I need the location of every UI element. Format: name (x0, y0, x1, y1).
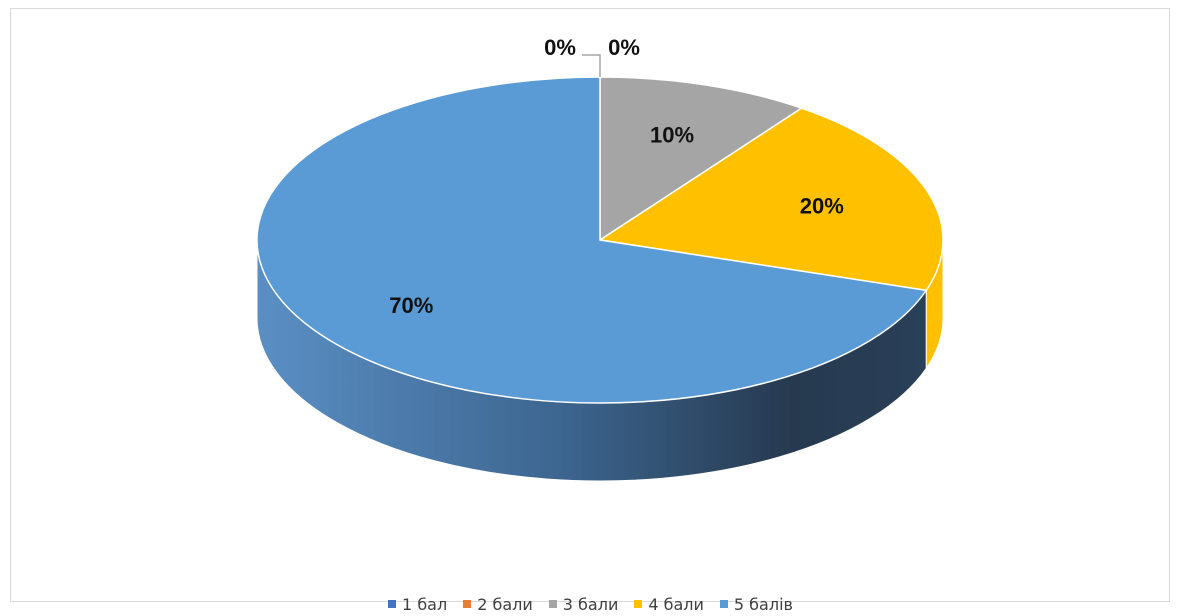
legend-swatch (388, 600, 397, 608)
legend-label: 2 бали (477, 594, 533, 614)
leader-line-zero (582, 54, 601, 77)
data-label-4-бали: 20% (800, 194, 844, 219)
legend-swatch (463, 600, 472, 608)
data-label-2-бали: 0% (608, 35, 640, 60)
legend-swatch (634, 600, 643, 608)
pie-slice-5-балів (256, 76, 928, 404)
legend-item-2-бали: 2 бали (463, 595, 533, 614)
legend-swatch (719, 600, 728, 608)
legend-item-5-балів: 5 балів (719, 594, 793, 614)
legend-item-3-бали: 3 бали (548, 594, 619, 614)
data-label-5-балів: 70% (389, 293, 433, 318)
legend-swatch (548, 600, 557, 608)
pie-slice-3-бали (599, 76, 804, 242)
legend-label: 5 балів (733, 594, 793, 614)
legend-label: 1 бал (402, 594, 448, 614)
legend-label: 4 бали (648, 594, 704, 614)
pie-slice-4-бали (597, 107, 944, 292)
pie-chart: 0% 0% 10% 20% 70% (256, 35, 944, 482)
data-label-3-бали: 10% (650, 123, 694, 148)
pie-top-layer (256, 76, 944, 404)
data-label-1-бал: 0% (544, 35, 576, 60)
data-labels: 0% 0% 10% 20% 70% (389, 35, 844, 318)
legend-label: 3 бали (562, 594, 619, 614)
legend-item-1-бал: 1 бал (388, 595, 447, 614)
pie-depth-layer (256, 239, 944, 482)
legend: 1 бал 2 бали 3 бали 4 бали 5 балів (0, 592, 1181, 616)
leader-lines (582, 54, 601, 77)
legend-item-4-бали: 4 бали (634, 595, 704, 614)
